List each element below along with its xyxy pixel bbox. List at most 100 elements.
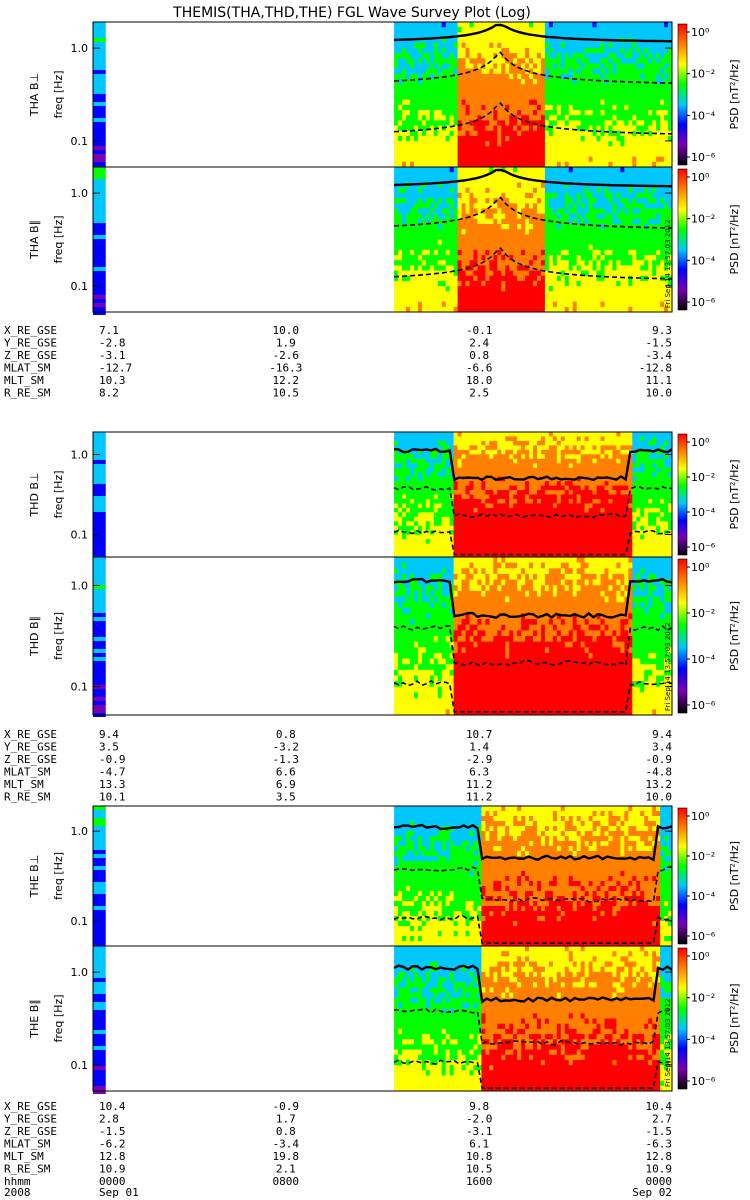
ephemeris-value: 6.1: [469, 1138, 489, 1151]
spectrogram-the-perp: 1.0 0.1 THE B⊥ freq [Hz] 10⁰ 10⁻² 10⁻⁴ 10⁻⁶ PSD …: [28, 805, 741, 947]
spectrogram-thd-perp: 1.0 0.1 THD B⊥ freq [Hz] 10⁰ 10⁻² 10⁻⁴ 10⁻⁶ PSD …: [28, 431, 741, 560]
ephemeris-value: -0.9: [646, 753, 673, 766]
timestamp-stamp: Fri Sep 14 13:57:03 2012: [664, 219, 672, 308]
panel-frame: [92, 945, 673, 1092]
ephemeris-name: MLT_SM: [4, 778, 44, 791]
colorbar-tick: 10⁻⁴: [691, 890, 716, 903]
ephemeris-name: Z_RE_GSE: [4, 349, 57, 362]
ephemeris-name: MLAT_SM: [4, 1138, 51, 1151]
colorbar-tick: 10⁻⁴: [691, 1033, 716, 1046]
colorbar-label: PSD [nT²/Hz]: [728, 59, 741, 129]
gyrofrequency-curves: [393, 964, 673, 1089]
ephemeris-value: 10.0: [646, 387, 673, 400]
ephemeris-value: 8.2: [99, 387, 119, 400]
colorbar-tick: 10⁰: [691, 950, 710, 963]
ephemeris-value: 10.0: [646, 791, 673, 804]
y-tick-label: 0.1: [71, 1059, 89, 1072]
colorbar-tick: 10⁻⁶: [691, 151, 716, 164]
colorbar-label: PSD [nT²/Hz]: [728, 983, 741, 1053]
colorbar-tick: 10⁰: [691, 810, 710, 823]
ephemeris-value: -6.2: [99, 1138, 126, 1151]
ephemeris-value: 9.8: [469, 1100, 489, 1113]
ephemeris-value: 1.4: [469, 741, 489, 754]
colorbar: 10⁰ 10⁻² 10⁻⁴ 10⁻⁶ PSD [nT²/Hz]: [677, 558, 741, 714]
ephemeris-value: -2.9: [466, 753, 493, 766]
ephemeris-name: Y_RE_GSE: [4, 1113, 57, 1126]
ephemeris-value: -6.3: [646, 1138, 673, 1151]
time-tick: 0800: [273, 1175, 300, 1188]
colorbar-tick: 10⁻⁶: [691, 1075, 716, 1088]
colorbar-tick: 10⁻⁶: [691, 541, 716, 554]
ephemeris-value: 3.4: [652, 741, 672, 754]
y-axis-label: freq [Hz]: [52, 852, 65, 900]
ephemeris-value: -3.2: [273, 741, 300, 754]
ephemeris-value: -1.5: [99, 1125, 126, 1138]
ephemeris-value: -2.0: [466, 1113, 493, 1126]
ephemeris-value: 9.4: [99, 728, 119, 741]
ephemeris-value: 2.7: [652, 1113, 672, 1126]
ephemeris-value: 0.8: [276, 728, 296, 741]
ephemeris-value: 10.3: [99, 374, 126, 387]
gyrofrequency-curves: [393, 823, 673, 944]
y-axis-label: freq [Hz]: [52, 470, 65, 518]
y-tick-label: 1.0: [71, 579, 89, 592]
colorbar: 10⁰ 10⁻² 10⁻⁴ 10⁻⁶ PSD [nT²/Hz]: [677, 433, 741, 556]
ephemeris-value: -3.1: [466, 1125, 493, 1138]
ephemeris-value: -4.7: [99, 766, 126, 779]
ephemeris-value: 3.5: [99, 741, 119, 754]
ephemeris-name: MLT_SM: [4, 1150, 44, 1163]
ephemeris-the: X_RE_GSE 10.4 -0.9 9.8 10.4 Y_RE_GSE 2.8 1.7 -2.…: [4, 1100, 672, 1176]
y-tick-label: 1.0: [71, 825, 89, 838]
gyrofrequency-curves: [393, 447, 673, 556]
ephemeris-value: -3.4: [646, 349, 673, 362]
panel-frame: [92, 166, 673, 313]
colorbar-tick: 10⁰: [691, 26, 710, 39]
time-axis-label: hhmm: [4, 1175, 31, 1188]
ephemeris-name: X_RE_GSE: [4, 324, 57, 337]
ephemeris-name: MLAT_SM: [4, 362, 51, 375]
colorbar-tick: 10⁻²: [691, 607, 715, 620]
ephemeris-value: 2.8: [99, 1113, 119, 1126]
plot-title: THEMIS(THA,THD,THE) FGL Wave Survey Plot…: [172, 5, 531, 21]
panel-frame: [92, 556, 673, 716]
ephemeris-name: Y_RE_GSE: [4, 337, 57, 350]
y-axis-label: freq [Hz]: [52, 215, 65, 263]
y-tick-label: 0.1: [71, 681, 89, 694]
panel-label: THE B⊥: [28, 855, 41, 899]
colorbar-tick: 10⁻⁶: [691, 296, 716, 309]
ephemeris-name: R_RE_SM: [4, 791, 51, 804]
ephemeris-value: 6.6: [276, 766, 296, 779]
colorbar-tick: 10⁻²: [691, 992, 715, 1005]
colorbar-tick: 10⁻²: [691, 471, 715, 484]
colorbar-tick: 10⁻⁶: [691, 930, 716, 943]
colorbar-tick: 10⁻²: [691, 213, 715, 226]
spectrogram-the-par: 1.0 0.1 THE B∥ freq [Hz] 10⁰ 10⁻² 10⁻⁴ 10⁻⁶ PSD …: [28, 945, 741, 1094]
panel-label: THA B∥: [28, 220, 41, 260]
ephemeris-value: 10.9: [99, 1163, 126, 1176]
y-tick-label: 0.1: [71, 135, 89, 148]
spectrogram-thd-par: 1.0 0.1 THD B∥ freq [Hz] 10⁰ 10⁻² 10⁻⁴ 10⁻⁶ PSD …: [28, 556, 741, 717]
gyrofrequency-curves: [394, 168, 673, 280]
colorbar-tick: 10⁰: [691, 561, 710, 574]
date-end: Sep 02: [632, 1186, 672, 1199]
ephemeris-name: Y_RE_GSE: [4, 741, 57, 754]
ephemeris-value: 2.1: [276, 1163, 296, 1176]
date-year: 2008: [4, 1186, 31, 1199]
timestamp-stamp: Fri Sep 14 13:57:03 2012: [664, 622, 672, 711]
ephemeris-thd: X_RE_GSE 9.4 0.8 10.7 9.4 Y_RE_GSE 3.5 -3.2 1.4 3…: [4, 728, 672, 804]
ephemeris-value: -2.8: [99, 337, 126, 350]
colorbar: 10⁰ 10⁻² 10⁻⁴ 10⁻⁶ PSD [nT²/Hz]: [677, 23, 741, 166]
y-tick-label: 1.0: [71, 966, 89, 979]
colorbar-label: PSD [nT²/Hz]: [728, 459, 741, 529]
ephemeris-name: Z_RE_GSE: [4, 753, 57, 766]
ephemeris-value: 19.8: [273, 1150, 300, 1163]
ephemeris-name: R_RE_SM: [4, 387, 51, 400]
ephemeris-value: 18.0: [466, 374, 493, 387]
timestamp-stamp: Fri Sep 14 13:57:03 2012: [664, 998, 672, 1087]
ephemeris-value: 3.5: [276, 791, 296, 804]
ephemeris-value: 9.4: [652, 728, 672, 741]
colorbar-label: PSD [nT²/Hz]: [728, 204, 741, 274]
colorbar-tick: 10⁻⁴: [691, 653, 716, 666]
y-tick-label: 0.1: [71, 529, 89, 542]
colorbar-tick: 10⁻⁴: [691, 254, 716, 267]
